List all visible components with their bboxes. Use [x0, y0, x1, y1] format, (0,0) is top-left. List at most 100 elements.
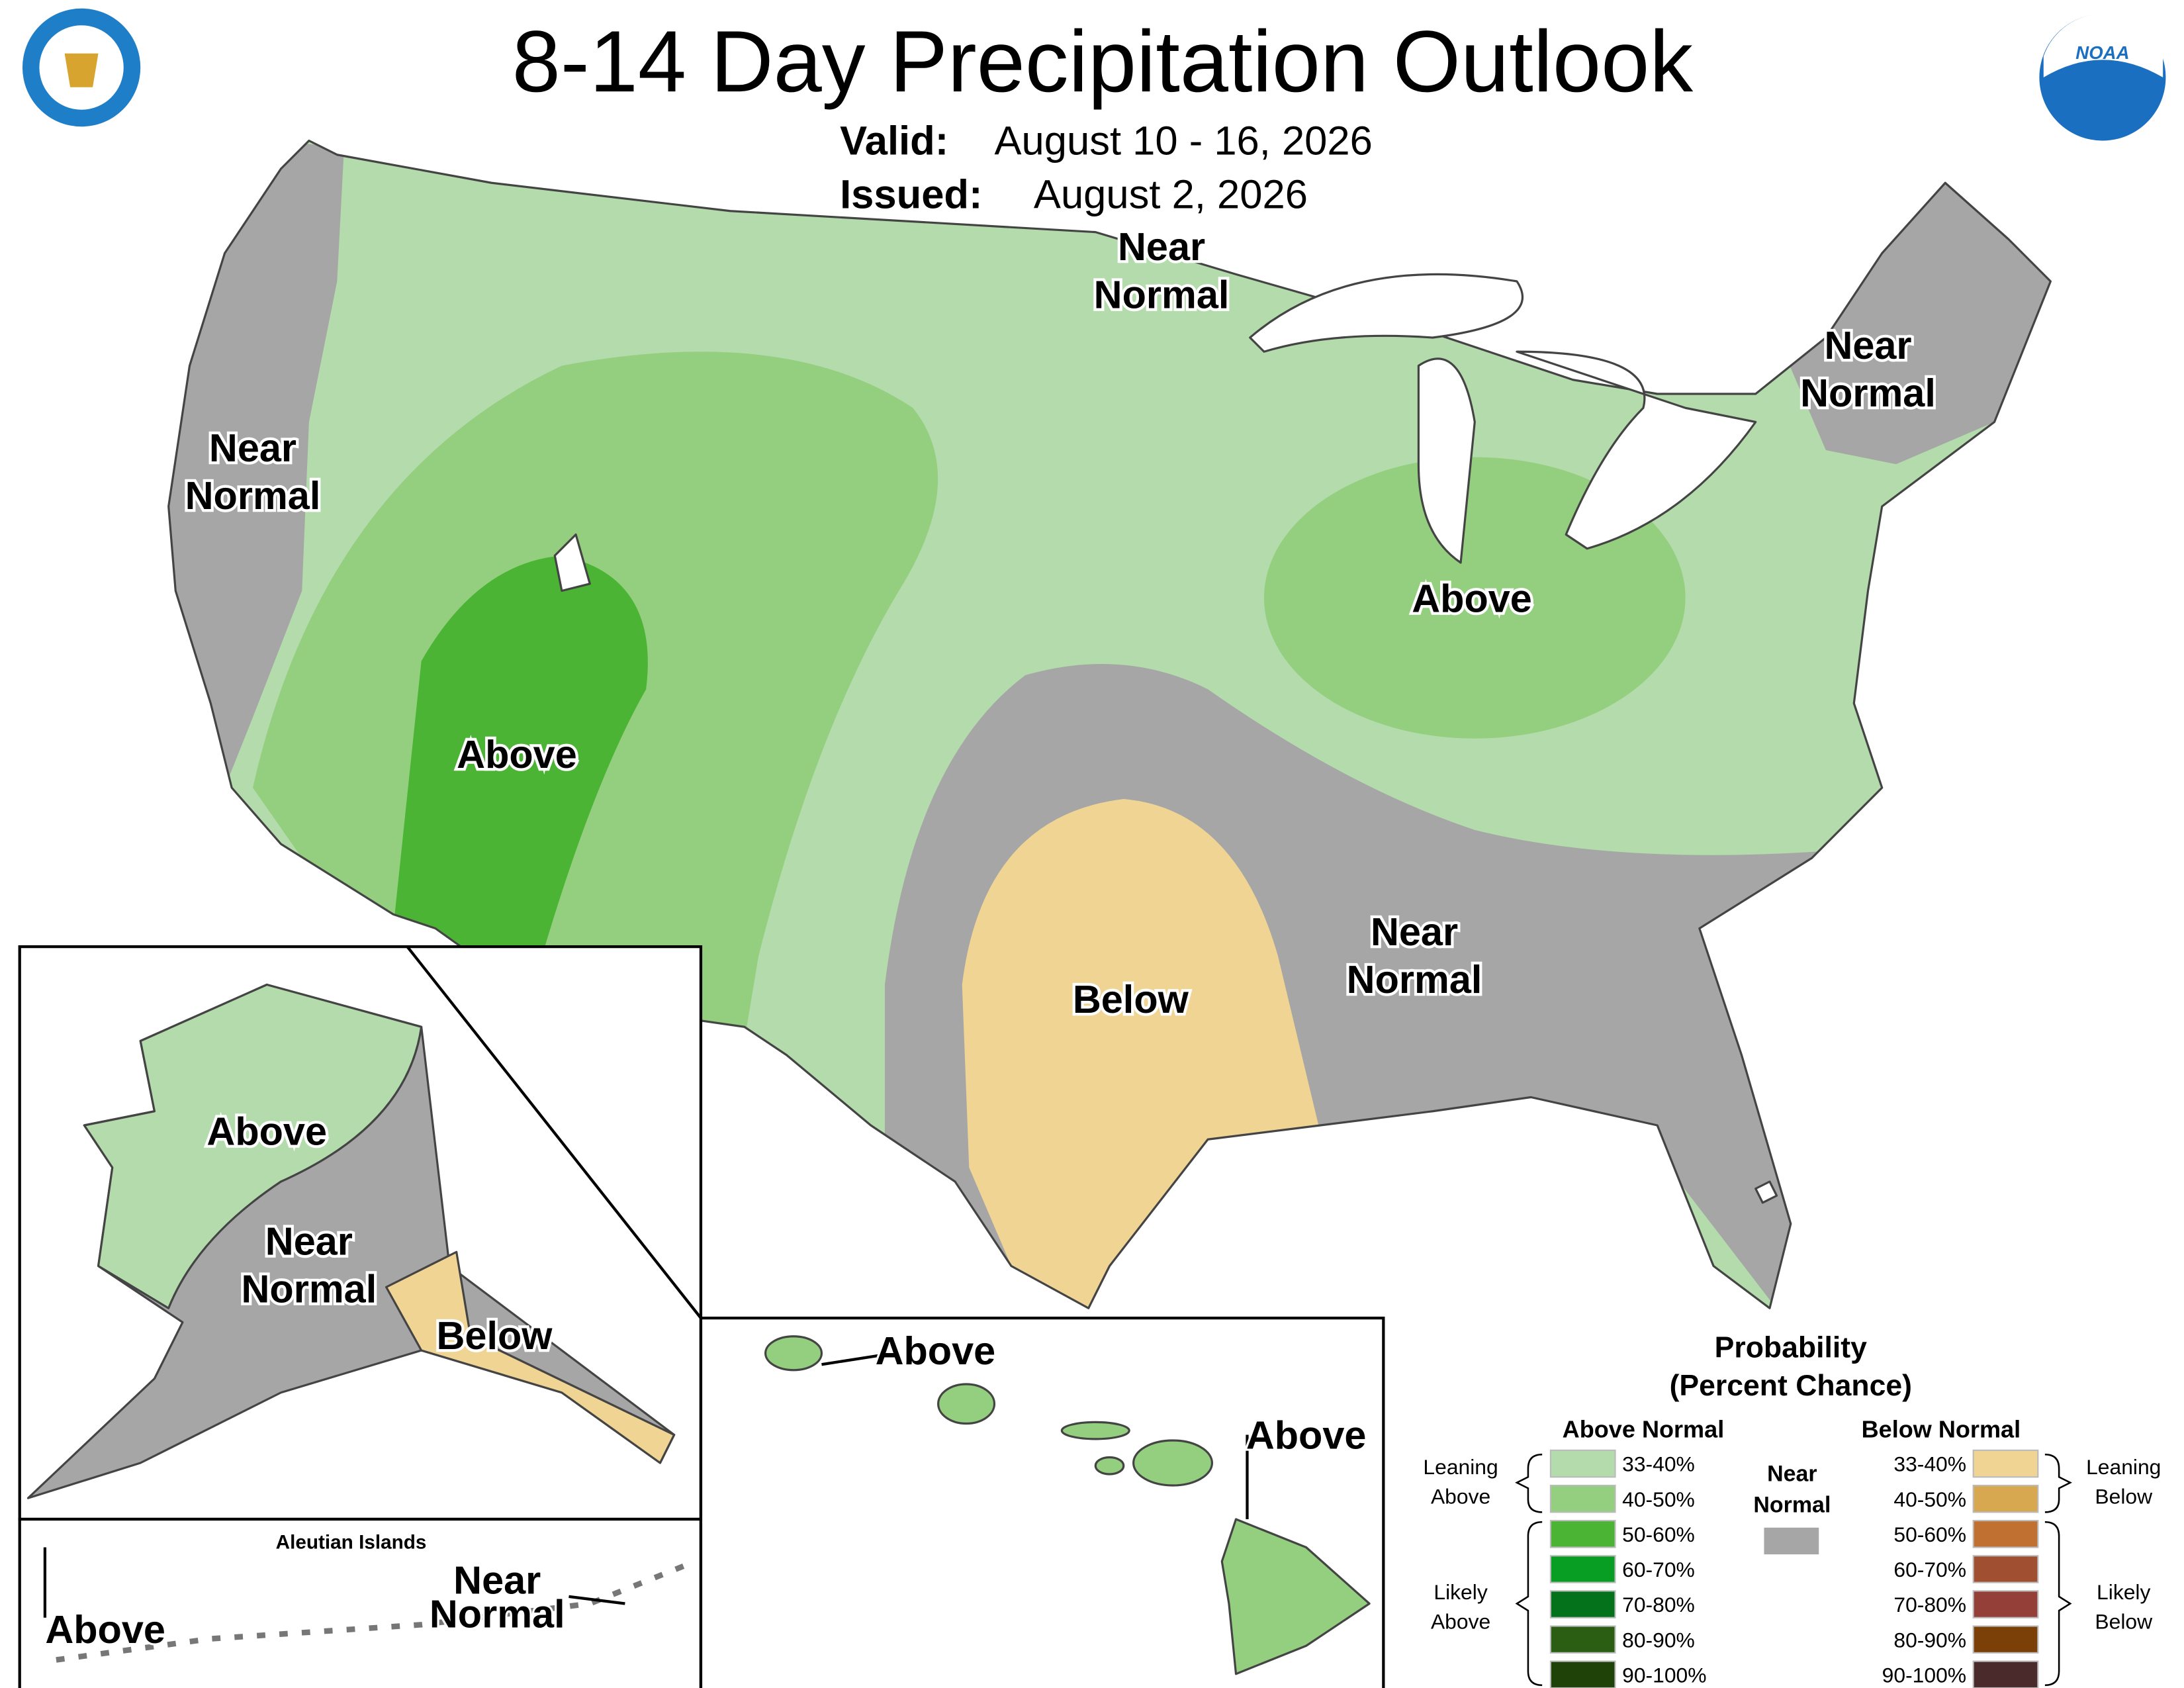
legend-swatch [1549, 1625, 1616, 1654]
leader-line [821, 1353, 1249, 1519]
region-label: Above [206, 1109, 327, 1154]
aleutian-islands [56, 1558, 697, 1663]
region-label-line: Above [876, 1329, 996, 1373]
region-label: Near Normal [185, 426, 321, 518]
legend-swatch [1549, 1484, 1616, 1513]
region-label-line: Below [437, 1313, 553, 1358]
legend-range: 33-40% [1622, 1452, 1695, 1476]
noaa-text: NOAA [2075, 42, 2129, 63]
legend-swatch [1972, 1520, 2039, 1548]
region-label-line: Normal [1800, 371, 1936, 415]
region-label-line: Above [1246, 1413, 1367, 1458]
legend-group-line: Above [1431, 1485, 1490, 1509]
legend-swatch [1764, 1527, 1819, 1555]
region-label: Near Normal [430, 1558, 565, 1636]
island [1094, 1456, 1125, 1476]
legend-group: Likely Below [2095, 1580, 2153, 1634]
hawaii-inset [699, 1317, 1385, 1688]
region-label: Near Normal [242, 1219, 377, 1311]
legend-group: Leaning Above [1423, 1455, 1498, 1509]
legend-range: 33-40% [1893, 1452, 1966, 1476]
region-label-line: Above [1412, 576, 1532, 620]
region-label: Near Normal [1094, 224, 1230, 316]
region-label-line: Normal [430, 1592, 565, 1636]
legend-range: 70-80% [1622, 1593, 1695, 1617]
legend-swatch [1972, 1660, 2039, 1688]
legend-range: 90-100% [1882, 1663, 1966, 1687]
legend-near-line: Near [1767, 1462, 1817, 1487]
valid-label: Valid: [840, 118, 948, 164]
leaning-above-area [83, 983, 423, 1309]
region-label-line: Near [1118, 224, 1205, 269]
great-salt-lake [553, 533, 591, 592]
legend-group-line: Likely [2097, 1580, 2150, 1604]
island [1220, 1518, 1371, 1675]
region-label: Above [1246, 1413, 1367, 1458]
lake-okeechobee [1754, 1180, 1778, 1204]
valid-date: August 10 - 16, 2026 [995, 118, 1373, 164]
legend-brace [1515, 1521, 1543, 1687]
legend-title-line: (Percent Chance) [1670, 1370, 1912, 1402]
legend-range: 80-90% [1893, 1628, 1966, 1652]
legend-group-line: Below [2095, 1610, 2153, 1634]
below-33-area [385, 1250, 676, 1464]
legend-near: Near Normal [1753, 1462, 1831, 1518]
region-label-line: Below [1073, 977, 1189, 1021]
legend-group: Leaning Below [2086, 1455, 2161, 1509]
legend-swatch [1972, 1484, 2039, 1513]
legend: Probability (Percent Chance) Above Normal B… [1423, 1332, 2161, 1688]
legend-brace [2044, 1453, 2072, 1513]
legend-range: 70-80% [1893, 1593, 1966, 1617]
legend-swatch [1549, 1590, 1616, 1618]
legend-range: 60-70% [1622, 1558, 1695, 1581]
region-label: Above [45, 1607, 165, 1652]
region-label-line: Normal [185, 473, 321, 518]
legend-header: Below Normal [1862, 1416, 2021, 1443]
legend-swatch [1549, 1520, 1616, 1548]
issued-label: Issued: [840, 171, 982, 217]
region-label-line: Near [453, 1558, 541, 1603]
region-label-line: Normal [242, 1267, 377, 1311]
legend-brace [1515, 1453, 1543, 1513]
legend-group-line: Above [1431, 1610, 1490, 1634]
region-label: Above [1412, 576, 1532, 620]
legend-range: 50-60% [1622, 1523, 1695, 1546]
aleutian-title: Aleutian Islands [276, 1532, 427, 1554]
seal-logo [22, 8, 141, 127]
below-33-area [962, 799, 1320, 1309]
legend-range: 80-90% [1622, 1628, 1695, 1652]
legend-range: 40-50% [1622, 1487, 1695, 1511]
legend-range: 90-100% [1622, 1663, 1706, 1687]
region-label-line: Near [209, 426, 296, 470]
inset-connector [406, 945, 702, 1319]
region-label-line: Above [457, 732, 577, 776]
title: 8-14 Day Precipitation Outlook [512, 13, 1694, 110]
great-lakes [1249, 273, 1757, 564]
region-label-line: Above [45, 1607, 165, 1652]
issued-date: August 2, 2026 [1034, 171, 1308, 217]
legend-group: Likely Above [1431, 1580, 1490, 1634]
alaska-inset: Aleutian Islands [18, 945, 703, 1688]
legend-swatch [1549, 1555, 1616, 1583]
legend-swatch [1972, 1449, 2039, 1478]
legend-near-line: Normal [1753, 1492, 1831, 1517]
noaa-bird [2043, 13, 2163, 77]
region-label: Above [876, 1329, 996, 1373]
region-label-line: Above [206, 1109, 327, 1154]
legend-group-line: Leaning [1423, 1455, 1498, 1479]
island [1060, 1421, 1130, 1440]
legend-range: 40-50% [1893, 1487, 1966, 1511]
near-normal-area [1784, 169, 2051, 465]
legend-range: 60-70% [1893, 1558, 1966, 1581]
region-label-line: Near [1371, 910, 1458, 954]
above-50-area [393, 555, 648, 985]
island [1132, 1439, 1214, 1487]
seal-shield [64, 53, 99, 87]
legend-swatch [1549, 1449, 1616, 1478]
legend-group-line: Likely [1433, 1580, 1487, 1604]
region-label-line: Normal [1094, 272, 1230, 316]
region-label: Near Normal [1800, 323, 1936, 415]
region-label: Below [1073, 977, 1189, 1021]
legend-swatch [1972, 1590, 2039, 1618]
